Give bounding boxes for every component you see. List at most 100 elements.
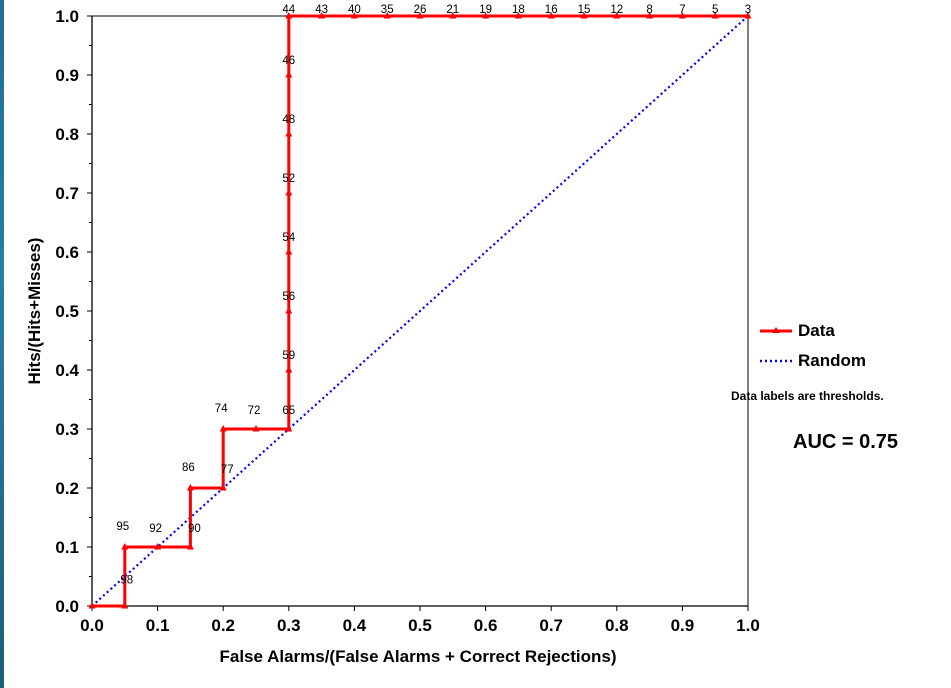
data-point-label: 77 — [221, 464, 234, 476]
data-point-label: 74 — [215, 403, 228, 415]
data-point-label: 86 — [182, 462, 195, 474]
data-point-marker — [186, 484, 194, 491]
data-point-marker — [711, 12, 719, 19]
data-point-marker — [252, 425, 260, 432]
data-point-marker — [121, 602, 129, 609]
data-point-marker — [646, 12, 654, 19]
data-point-marker — [449, 12, 457, 19]
x-tick-label: 0.7 — [539, 616, 563, 635]
x-tick-label: 1.0 — [736, 616, 760, 635]
data-point-label: 95 — [116, 521, 129, 533]
legend-item-random: Random — [758, 346, 951, 376]
legend-swatch-data — [758, 321, 794, 341]
y-tick-label: 0.1 — [55, 538, 79, 557]
x-tick-label: 0.3 — [277, 616, 301, 635]
data-point-label: 7 — [679, 4, 685, 16]
data-point-marker — [416, 12, 424, 19]
x-tick-label: 0.8 — [605, 616, 629, 635]
data-point-marker — [88, 602, 96, 609]
data-point-marker — [482, 12, 490, 19]
y-tick-label: 1.0 — [55, 7, 79, 26]
legend-item-data: Data — [758, 316, 951, 346]
data-point-marker — [744, 12, 752, 19]
random-series-layer — [91, 15, 749, 607]
left-edge-decoration — [0, 0, 4, 688]
legend-label-data: Data — [798, 321, 835, 340]
legend-swatch-random — [758, 351, 794, 371]
x-tick-label: 0.4 — [343, 616, 367, 635]
data-point-marker — [514, 12, 522, 19]
data-point-label: 92 — [149, 523, 162, 535]
data-point-marker — [285, 425, 293, 432]
data-point-marker — [547, 12, 555, 19]
data-point-marker — [186, 543, 194, 550]
thresholds-note: Data labels are thresholds. — [731, 389, 884, 403]
data-point-label: 26 — [414, 4, 427, 16]
data-point-marker — [580, 12, 588, 19]
data-point-marker — [285, 248, 293, 255]
x-tick-label: 0.0 — [80, 616, 104, 635]
legend-label-random: Random — [798, 351, 866, 370]
data-point-marker — [121, 543, 129, 550]
data-point-label: 46 — [282, 55, 295, 67]
y-axis-title: Hits/(Hits+Misses) — [25, 238, 44, 385]
data-point-label: 3 — [745, 4, 751, 16]
data-point-label: 15 — [578, 4, 591, 16]
data-point-marker — [219, 425, 227, 432]
y-tick-label: 0.8 — [55, 125, 79, 144]
legend: Data Random — [758, 316, 951, 376]
x-tick-label: 0.2 — [211, 616, 235, 635]
data-point-marker — [219, 484, 227, 491]
data-point-label: 18 — [512, 4, 525, 16]
data-point-marker — [285, 130, 293, 137]
auc-annotation: AUC = 0.75 — [793, 431, 899, 453]
data-point-label: 52 — [282, 173, 295, 185]
y-tick-label: 0.3 — [55, 420, 79, 439]
y-tick-label: 0.5 — [55, 302, 79, 321]
x-tick-label: 0.5 — [408, 616, 432, 635]
x-axis-title: False Alarms/(False Alarms + Correct Rej… — [220, 647, 617, 666]
data-point-label: 56 — [282, 291, 295, 303]
x-tick-label: 0.6 — [474, 616, 498, 635]
data-point-label: 19 — [479, 4, 492, 16]
data-point-label: 48 — [282, 114, 295, 126]
y-tick-label: 0.7 — [55, 184, 79, 203]
data-point-marker — [285, 307, 293, 314]
data-point-label: 65 — [282, 405, 295, 417]
data-point-label: 40 — [348, 4, 361, 16]
data-point-marker — [154, 543, 162, 550]
y-tick-label: 0.6 — [55, 243, 79, 262]
data-point-marker — [285, 12, 293, 19]
data-point-label: 16 — [545, 4, 558, 16]
data-point-label: 54 — [282, 232, 295, 244]
data-point-label: 35 — [381, 4, 394, 16]
x-tick-label: 0.9 — [671, 616, 695, 635]
data-point-marker — [613, 12, 621, 19]
data-point-label: 5 — [712, 4, 718, 16]
data-series-layer — [88, 12, 752, 609]
axes-layer: 0.0 0.1 0.2 0.3 0.4 0.5 0.6 0.7 0.8 0.9 1.0 0.0 0.1 0… — [55, 7, 759, 635]
data-point-label: 90 — [188, 523, 201, 535]
data-point-label: 8 — [646, 4, 652, 16]
data-point-label: 59 — [282, 350, 295, 362]
data-point-label: 12 — [610, 4, 623, 16]
data-point-label: 21 — [446, 4, 459, 16]
data-point-label: 72 — [248, 405, 261, 417]
x-tick-label: 0.1 — [146, 616, 170, 635]
data-point-label: 43 — [315, 4, 328, 16]
data-point-marker — [285, 189, 293, 196]
data-point-marker — [678, 12, 686, 19]
data-point-label: 44 — [282, 4, 295, 16]
data-point-marker — [318, 12, 326, 19]
y-tick-label: 0.9 — [55, 66, 79, 85]
data-point-label: 98 — [120, 575, 133, 587]
data-point-marker — [285, 71, 293, 78]
y-tick-label: 0.2 — [55, 479, 79, 498]
random-series-line — [91, 15, 749, 607]
data-point-marker — [383, 12, 391, 19]
data-point-marker — [285, 366, 293, 373]
y-tick-label: 0.0 — [55, 597, 79, 616]
data-point-marker — [350, 12, 358, 19]
